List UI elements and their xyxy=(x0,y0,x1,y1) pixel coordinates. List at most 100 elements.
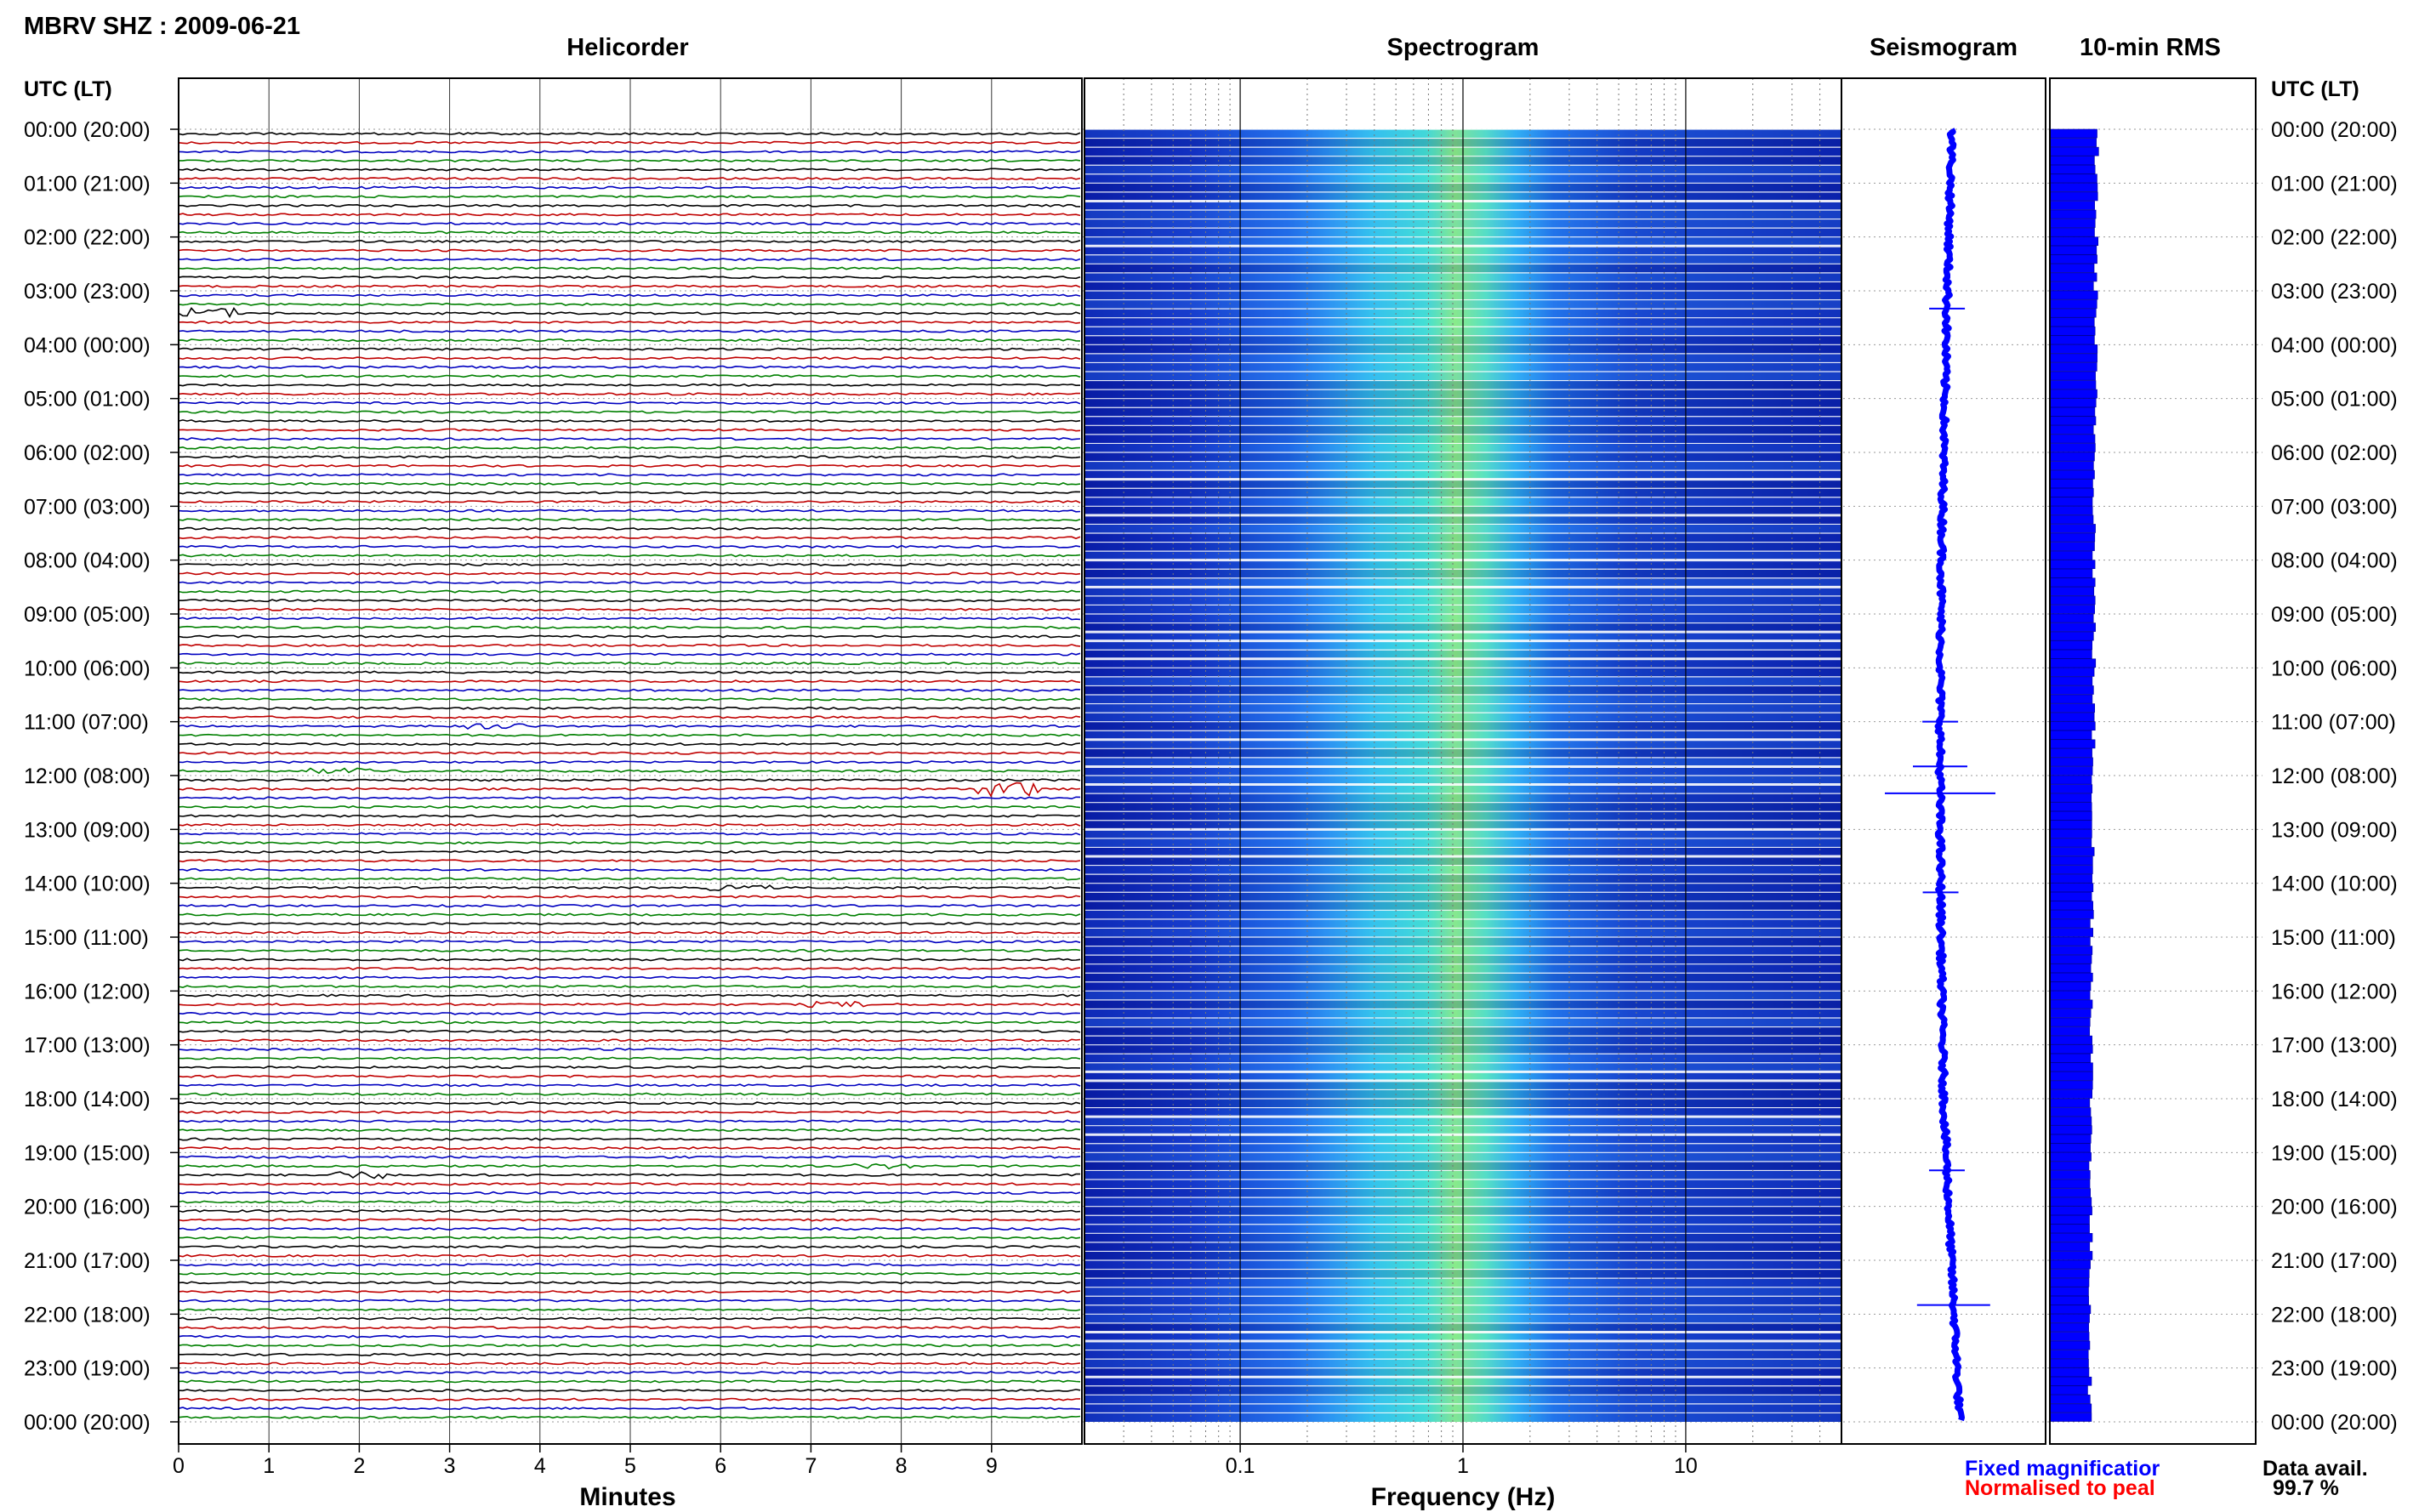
time-label-right: 15:00 (11:00) xyxy=(2271,926,2396,950)
helicorder-trace xyxy=(178,347,1081,351)
data-avail-value: 99.7 % xyxy=(2273,1476,2339,1500)
rms-bar xyxy=(2049,173,2097,184)
helicorder-trace xyxy=(178,177,1081,181)
rms-bar xyxy=(2049,461,2094,470)
rms-bar xyxy=(2049,1062,2093,1072)
rms-bar xyxy=(2049,219,2096,228)
helicorder-trace xyxy=(178,589,1081,594)
rms-bar xyxy=(2049,676,2093,686)
rms-bar xyxy=(2049,1197,2092,1207)
rms-bar xyxy=(2049,1170,2091,1179)
rms-bar xyxy=(2049,227,2095,237)
rms-bar xyxy=(2049,1035,2092,1045)
helicorder-trace xyxy=(178,1200,1081,1204)
helicorder-trace xyxy=(178,922,1081,926)
helicorder-xtick-label: 2 xyxy=(353,1454,365,1478)
time-label-left: 05:00 (01:00) xyxy=(24,388,151,412)
helicorder-trace xyxy=(178,213,1081,217)
helicorder-trace xyxy=(178,185,1081,190)
rms-bar xyxy=(2049,398,2097,408)
rms-bar xyxy=(2049,128,2097,139)
helicorder-trace xyxy=(178,1389,1081,1393)
helicorder-trace xyxy=(178,966,1081,970)
helicorder-trace xyxy=(178,607,1081,611)
rms-bar xyxy=(2049,1161,2090,1171)
helicorder-trace xyxy=(178,688,1081,692)
rms-bar xyxy=(2049,344,2098,354)
helicorder-trace xyxy=(178,841,1081,845)
time-axis-label-left: UTC (LT) xyxy=(24,77,112,101)
rms-bar xyxy=(2049,560,2096,570)
helicorder-trace xyxy=(178,221,1081,225)
helicorder-trace xyxy=(178,1289,1081,1293)
helicorder-trace xyxy=(178,1299,1081,1303)
helicorder-trace xyxy=(178,877,1081,881)
time-label-left: 13:00 (09:00) xyxy=(24,818,151,842)
rms-bar xyxy=(2049,640,2092,651)
rms-bar xyxy=(2049,658,2097,668)
helicorder-trace xyxy=(179,1352,1081,1356)
rms-bar xyxy=(2049,406,2096,417)
helicorder-trace xyxy=(178,1128,1081,1132)
legend-normalised-to-peak: Normalised to peal xyxy=(1965,1476,2155,1500)
rms-bar xyxy=(2049,928,2093,937)
helicorder-trace xyxy=(178,912,1081,917)
rms-bar xyxy=(2049,820,2092,830)
rms-bar xyxy=(2049,802,2092,812)
rms-bar xyxy=(2049,146,2099,156)
spectrogram-xtick-label: 1 xyxy=(1457,1454,1469,1478)
helicorder-trace xyxy=(179,158,1081,162)
time-label-left: 19:00 (15:00) xyxy=(24,1141,151,1165)
rms-bar xyxy=(2049,605,2095,614)
rms-bar xyxy=(2049,425,2094,435)
rms-bar xyxy=(2049,138,2097,147)
helicorder-trace xyxy=(178,536,1081,540)
helicorder-trace xyxy=(178,670,1080,674)
helicorder-trace xyxy=(178,518,1081,522)
helicorder-trace xyxy=(178,652,1081,657)
hour-gridlines xyxy=(174,128,2262,1423)
time-label-right: 21:00 (17:00) xyxy=(2271,1249,2398,1273)
rms-bar xyxy=(2049,730,2092,740)
helicorder-trace xyxy=(178,1271,1081,1276)
helicorder-trace xyxy=(178,1110,1081,1114)
rms-bar xyxy=(2049,245,2097,255)
rms-bar xyxy=(2049,936,2091,946)
helicorder-trace xyxy=(178,985,1081,989)
rms-bar xyxy=(2049,810,2092,821)
rms-bar xyxy=(2049,290,2098,300)
helicorder-trace xyxy=(178,1074,1081,1078)
helicorder-trace xyxy=(178,1029,1081,1033)
helicorder-trace xyxy=(178,1146,1081,1151)
time-label-right: 01:00 (21:00) xyxy=(2271,172,2398,196)
rms-bar xyxy=(2049,1009,2092,1018)
helicorder-trace xyxy=(178,884,1081,892)
helicorder-trace xyxy=(178,723,1081,730)
time-label-left: 16:00 (12:00) xyxy=(24,980,151,1003)
rms-bar xyxy=(2049,1295,2089,1305)
helicorder-trace xyxy=(178,742,1081,747)
time-label-left: 23:00 (19:00) xyxy=(24,1357,151,1381)
helicorder-xtick-label: 3 xyxy=(444,1454,456,1478)
rms-bar xyxy=(2049,389,2097,399)
helicorder-trace xyxy=(178,1038,1081,1043)
helicorder-trace xyxy=(178,904,1081,908)
rms-bar xyxy=(2049,416,2097,426)
helicorder-trace xyxy=(178,1119,1081,1123)
spectrogram-xtick-label: 10 xyxy=(1674,1454,1698,1478)
rms-bar xyxy=(2049,972,2093,982)
helicorder-trace xyxy=(178,1316,1081,1321)
rms-bar xyxy=(2049,766,2093,776)
helicorder-trace xyxy=(178,715,1081,719)
helicorder-trace xyxy=(179,930,1081,935)
helicorder-xtick-label: 7 xyxy=(805,1454,817,1478)
rms-bar xyxy=(2049,901,2093,911)
time-label-right: 22:00 (18:00) xyxy=(2271,1303,2398,1327)
helicorder-xtick-label: 1 xyxy=(263,1454,275,1478)
rms-bar xyxy=(2049,1242,2091,1252)
rms-bar xyxy=(2049,497,2093,507)
rms-bar xyxy=(2049,910,2094,919)
helicorder-trace xyxy=(178,895,1081,899)
rms-bar xyxy=(2049,335,2095,345)
